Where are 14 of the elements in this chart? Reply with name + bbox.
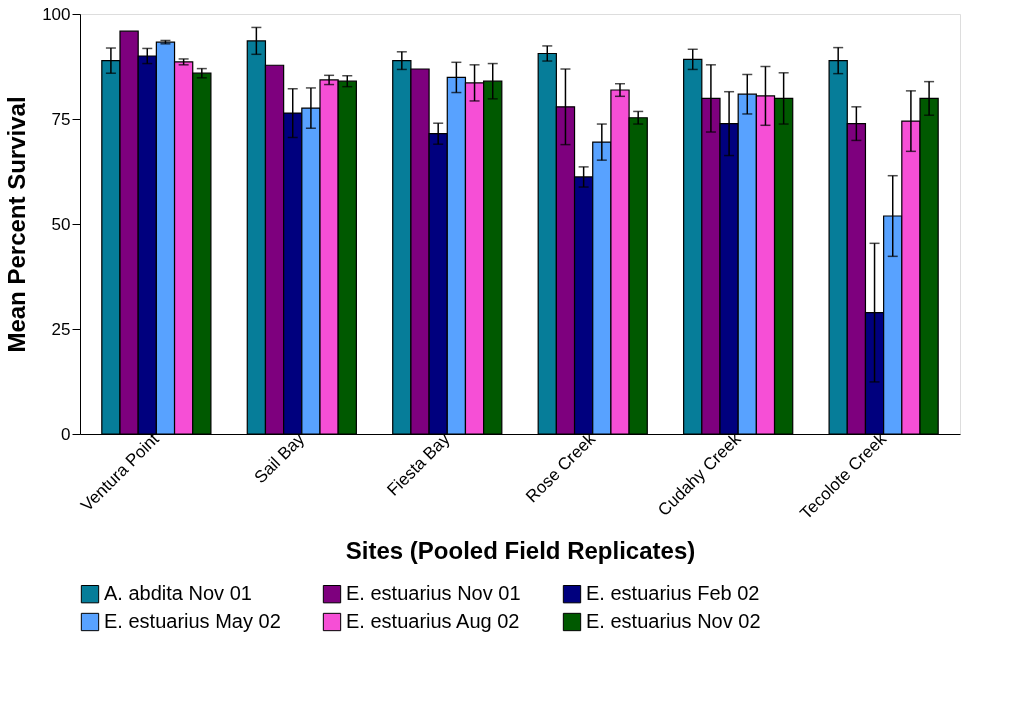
y-axis-title: Mean Percent Survival	[3, 96, 31, 353]
x-axis-title: Sites (Pooled Field Replicates)	[345, 537, 696, 565]
legend-label: E. estuarius May 02	[104, 610, 281, 632]
y-tick-label: 50	[51, 214, 71, 234]
legend-label: E. estuarius Feb 02	[586, 582, 760, 605]
y-tick-label: 25	[51, 319, 71, 339]
legend-label: E. estuarius Nov 01	[346, 582, 521, 605]
legend-label: E. estuarius Aug 02	[346, 610, 520, 632]
x-tick-label: Sail Bay	[250, 429, 309, 487]
y-tick-label: 75	[51, 109, 71, 129]
y-tick-label: 100	[42, 4, 71, 24]
legend-label: E. estuarius Nov 02	[586, 610, 761, 632]
legend-label: A. abdita Nov 01	[104, 582, 252, 605]
y-tick-label: 0	[61, 424, 71, 444]
